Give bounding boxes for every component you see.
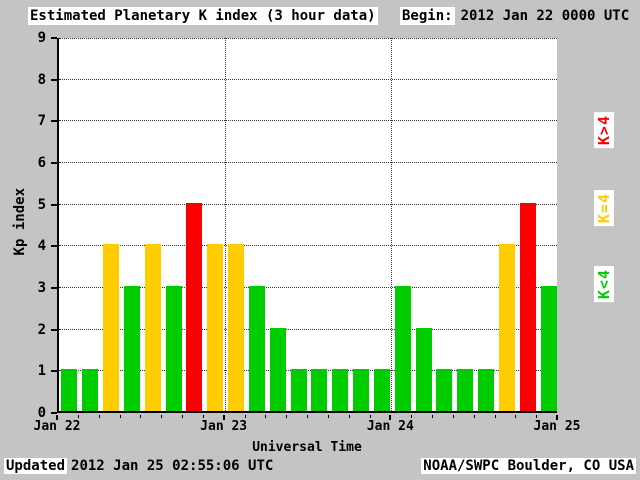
x-axis-title: Universal Time bbox=[252, 440, 362, 455]
x-tick-mark bbox=[222, 415, 225, 420]
x-tick-mark bbox=[556, 415, 558, 420]
y-tick-label: 8 bbox=[37, 71, 46, 88]
h-gridline bbox=[59, 328, 557, 330]
updated-timestamp: Updated 2012 Jan 25 02:55:06 UTC bbox=[4, 458, 273, 474]
y-tick-mark bbox=[51, 78, 57, 81]
h-gridline bbox=[59, 38, 557, 39]
updated-label: Updated bbox=[4, 458, 68, 474]
kp-bar bbox=[61, 369, 78, 411]
kp-bar bbox=[311, 369, 328, 411]
kp-bar bbox=[519, 202, 536, 411]
x-minor-tick bbox=[494, 415, 496, 418]
y-tick-mark bbox=[51, 287, 57, 289]
h-gridline bbox=[59, 287, 557, 288]
v-gridline bbox=[224, 38, 226, 411]
x-minor-tick bbox=[286, 415, 288, 418]
begin-value: 2012 Jan 22 0000 UTC bbox=[460, 8, 630, 24]
x-tick-label: Jan 24 bbox=[366, 419, 414, 434]
legend-item: K>4 bbox=[594, 112, 614, 149]
kp-bar bbox=[207, 244, 224, 411]
h-gridline bbox=[59, 245, 557, 247]
x-minor-tick bbox=[265, 415, 267, 418]
h-gridline bbox=[59, 203, 557, 205]
kp-bar bbox=[269, 327, 286, 411]
kp-bar bbox=[415, 327, 432, 411]
kp-bar bbox=[165, 286, 182, 411]
y-tick-mark bbox=[51, 120, 57, 123]
x-tick-label: Jan 22 bbox=[33, 419, 81, 434]
y-tick-mark bbox=[51, 203, 57, 206]
x-tick-label: Jan 23 bbox=[200, 419, 248, 434]
kp-bar bbox=[478, 369, 495, 411]
x-minor-tick bbox=[536, 415, 538, 418]
x-minor-tick bbox=[202, 415, 204, 418]
kp-bar bbox=[248, 286, 265, 411]
x-minor-tick bbox=[140, 415, 142, 418]
x-minor-tick bbox=[327, 415, 329, 418]
x-minor-tick bbox=[473, 415, 475, 418]
begin-label: Begin: bbox=[400, 7, 455, 25]
kp-bar bbox=[457, 369, 474, 411]
x-minor-tick bbox=[182, 415, 183, 418]
begin-timestamp: Begin: 2012 Jan 22 0000 UTC bbox=[400, 7, 630, 25]
kp-bar bbox=[373, 369, 390, 411]
kp-bar bbox=[103, 244, 120, 411]
plot-area bbox=[57, 38, 557, 413]
kp-bar bbox=[144, 244, 161, 411]
x-minor-tick bbox=[77, 415, 79, 418]
kp-bar bbox=[353, 369, 370, 411]
v-gridline bbox=[391, 38, 393, 411]
credit-text: NOAA/SWPC Boulder, CO USA bbox=[421, 458, 636, 474]
y-tick-label: 2 bbox=[37, 321, 46, 338]
x-minor-tick bbox=[515, 415, 517, 418]
kp-bar bbox=[540, 286, 557, 411]
kp-bar bbox=[290, 369, 307, 411]
y-tick-label: 3 bbox=[37, 280, 46, 296]
y-tick-label: 0 bbox=[37, 405, 46, 421]
kp-bar bbox=[498, 244, 515, 411]
h-gridline bbox=[59, 370, 557, 372]
y-tick-mark bbox=[51, 412, 57, 414]
y-tick-label: 7 bbox=[37, 113, 46, 130]
y-tick-mark bbox=[51, 370, 57, 373]
x-minor-tick bbox=[119, 415, 121, 418]
x-tick-mark bbox=[56, 415, 58, 420]
y-tick-mark bbox=[51, 245, 57, 248]
y-tick-mark bbox=[51, 328, 57, 331]
kp-bar bbox=[123, 286, 140, 411]
kp-bar bbox=[228, 244, 245, 411]
kp-bar bbox=[186, 202, 203, 411]
x-minor-tick bbox=[452, 415, 454, 418]
x-minor-tick bbox=[244, 415, 246, 418]
x-minor-tick bbox=[161, 415, 163, 418]
x-minor-tick bbox=[411, 415, 413, 418]
y-tick-label: 1 bbox=[37, 363, 46, 380]
kp-bar bbox=[82, 369, 99, 411]
x-minor-tick bbox=[369, 415, 371, 418]
y-tick-label: 4 bbox=[37, 238, 46, 255]
x-tick-mark bbox=[389, 415, 392, 420]
y-tick-label: 6 bbox=[37, 155, 46, 171]
legend-item: K<4 bbox=[594, 266, 614, 303]
h-gridline bbox=[59, 78, 557, 80]
y-tick-mark bbox=[51, 162, 57, 164]
kp-bar bbox=[436, 369, 453, 411]
h-gridline bbox=[59, 120, 557, 122]
updated-value: 2012 Jan 25 02:55:06 UTC bbox=[71, 458, 274, 474]
y-tick-label: 9 bbox=[37, 30, 46, 46]
legend-item: K=4 bbox=[594, 190, 614, 227]
y-tick-label: 5 bbox=[37, 196, 46, 213]
y-tick-mark bbox=[51, 37, 57, 39]
y-axis-title: Kp index bbox=[12, 188, 28, 256]
x-minor-tick bbox=[348, 415, 350, 418]
h-gridline bbox=[59, 162, 557, 163]
kp-bar bbox=[394, 286, 411, 411]
x-minor-tick bbox=[98, 415, 100, 418]
kp-bar bbox=[332, 369, 349, 411]
chart-title: Estimated Planetary K index (3 hour data… bbox=[28, 7, 378, 25]
x-tick-label: Jan 25 bbox=[533, 419, 581, 434]
x-minor-tick bbox=[432, 415, 433, 418]
x-minor-tick bbox=[307, 415, 308, 418]
